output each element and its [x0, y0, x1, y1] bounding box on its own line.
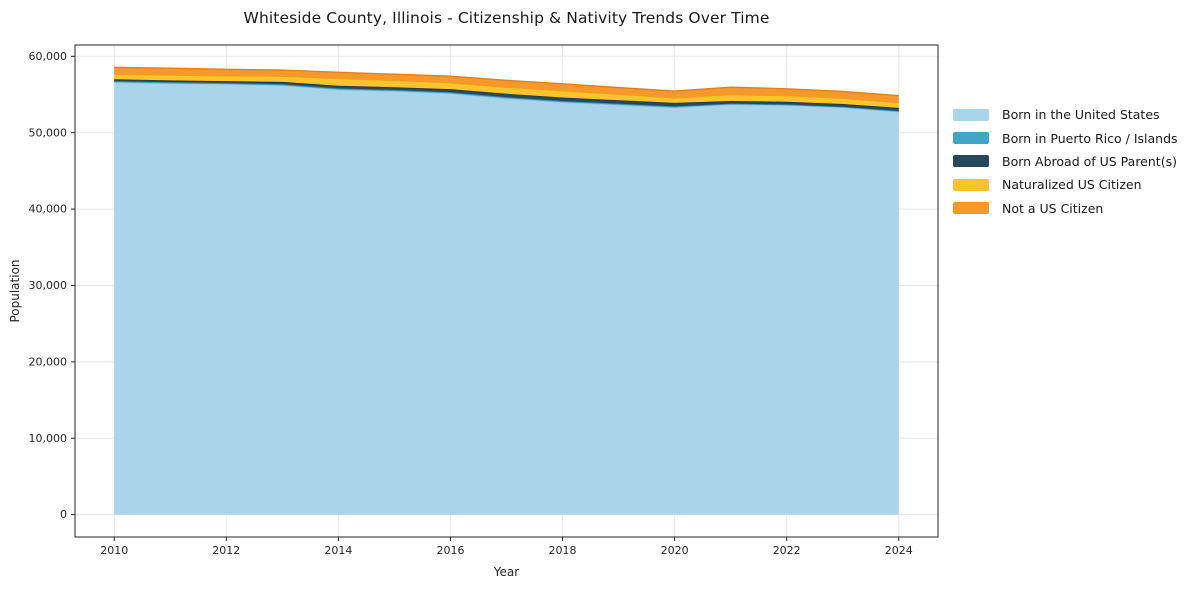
legend-swatch-icon: [953, 155, 989, 168]
y-axis-label: Population: [8, 259, 22, 323]
legend-swatch-icon: [953, 132, 989, 145]
y-tick-label: 10,000: [29, 432, 68, 445]
legend-swatch-icon: [953, 178, 989, 191]
x-tick-label: 2014: [324, 544, 352, 557]
legend-item-naturalized-us-citizen: Naturalized US Citizen: [953, 173, 1178, 196]
y-tick-label: 0: [60, 508, 67, 521]
plot-frame: [74, 44, 939, 538]
legend-item-born-in-puerto-rico-islands: Born in Puerto Rico / Islands: [953, 126, 1178, 149]
x-tick-label: 2022: [773, 544, 801, 557]
chart-title: Whiteside County, Illinois - Citizenship…: [243, 9, 770, 27]
y-tick-label: 60,000: [29, 50, 68, 63]
legend-item-born-in-the-united-states: Born in the United States: [953, 103, 1178, 126]
legend-label: Born in Puerto Rico / Islands: [1002, 130, 1178, 146]
legend-label: Born Abroad of US Parent(s): [1002, 153, 1177, 169]
x-tick-label: 2018: [549, 544, 577, 557]
area-not-a-us-citizen: [114, 67, 899, 103]
legend-item-not-a-us-citizen: Not a US Citizen: [953, 197, 1178, 220]
legend-swatch-icon: [953, 108, 989, 121]
legend-label: Naturalized US Citizen: [1002, 177, 1142, 193]
axis-ticks: 0 10,000 20,000 30,000 40,000 50,000 60,000 201…: [29, 50, 913, 557]
area-born-abroad-of-us-parent-s: [114, 79, 899, 111]
y-tick-label: 50,000: [29, 126, 68, 139]
legend-label: Not a US Citizen: [1002, 200, 1104, 216]
x-axis-label: Year: [493, 565, 520, 579]
y-tick-label: 20,000: [29, 355, 68, 368]
x-tick-label: 2020: [661, 544, 689, 557]
y-tick-label: 40,000: [29, 203, 68, 216]
x-tick-label: 2010: [100, 544, 128, 557]
x-tick-label: 2024: [885, 544, 913, 557]
legend: Born in the United States Born in Puerto …: [953, 103, 1178, 220]
line-not-a-us-citizen: [114, 66, 899, 97]
y-tick-label: 30,000: [29, 279, 68, 292]
legend-label: Born in the United States: [1002, 107, 1160, 123]
area-naturalized-us-citizen: [114, 74, 899, 108]
legend-swatch-icon: [953, 202, 989, 215]
legend-item-born-abroad-of-us-parent-s: Born Abroad of US Parent(s): [953, 150, 1178, 173]
x-tick-label: 2012: [212, 544, 240, 557]
x-tick-label: 2016: [436, 544, 464, 557]
area-born-in-the-united-states: [114, 82, 899, 515]
